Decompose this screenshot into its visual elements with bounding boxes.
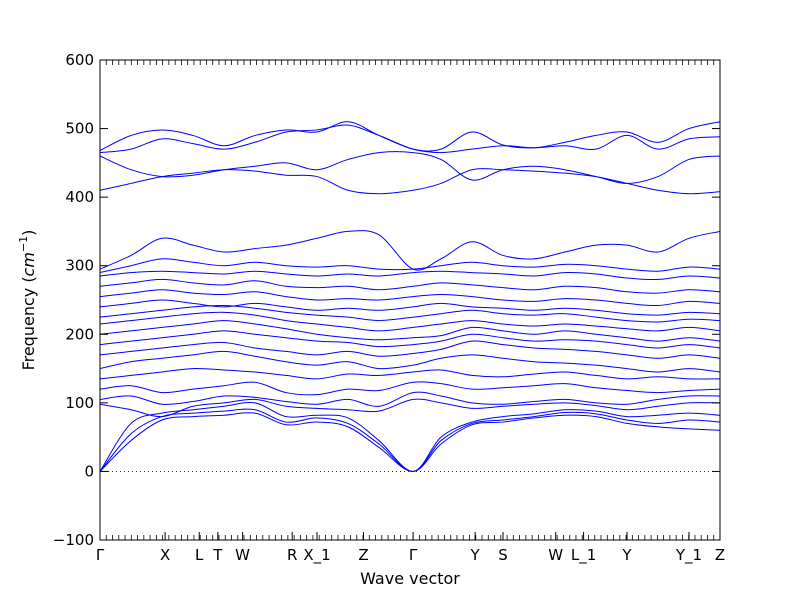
phonon-branch-8 <box>100 350 720 373</box>
phonon-branch-11 <box>100 320 720 342</box>
phonon-branch-16 <box>100 278 720 294</box>
y-axis-label: Frequency (cm−1) <box>17 230 38 371</box>
phonon-branch-10 <box>100 330 720 349</box>
x-tick-label: W <box>235 546 250 564</box>
x-tick-label: Z <box>358 546 368 564</box>
y-tick-label: 600 <box>65 51 94 69</box>
x-tick-label: Γ <box>409 546 418 564</box>
x-tick-label: Z <box>715 546 725 564</box>
phonon-branch-19 <box>100 230 720 271</box>
phonon-branch-5 <box>100 391 720 407</box>
x-tick-label: R <box>287 546 297 564</box>
plot-frame <box>99 59 721 541</box>
y-tick-label: 100 <box>65 394 94 412</box>
phonon-branch-17 <box>100 270 720 281</box>
x-tick-label: W <box>548 546 563 564</box>
x-tick-label: S <box>498 546 508 564</box>
phonon-branch-13 <box>100 304 720 323</box>
y-tick-label: 300 <box>65 257 94 275</box>
phonon-branches <box>100 121 720 472</box>
y-tick-label: −100 <box>53 531 94 549</box>
x-tick-label: L_1 <box>571 546 596 565</box>
phonon-branch-12 <box>100 311 720 332</box>
phonon-branch-7 <box>100 368 720 380</box>
y-tick-label: 500 <box>65 120 94 138</box>
y-tick-label: 200 <box>65 325 94 343</box>
x-tick-label: Y <box>621 546 632 564</box>
x-tick-label: Y_1 <box>675 546 702 565</box>
x-tick-label: T <box>212 546 223 564</box>
phonon-branch-4 <box>100 398 720 418</box>
phonon-branch-6 <box>100 381 720 396</box>
phonon-branch-3 <box>100 401 720 472</box>
x-tick-label: L <box>195 546 204 564</box>
x-tick-label: Y <box>470 546 481 564</box>
x-axis-label: Wave vector <box>360 569 460 588</box>
phonon-branch-20 <box>100 168 720 195</box>
x-tick-label: Γ <box>96 546 105 564</box>
phonon-branch-14 <box>100 299 720 316</box>
phonon-branch-9 <box>100 340 720 359</box>
phonon-branch-23 <box>100 121 720 152</box>
minor-tick-marks <box>99 60 721 540</box>
x-tick-label: X <box>160 546 170 564</box>
phonon-branch-15 <box>100 289 720 307</box>
x-axis: Γ X L T W R X_1 Z Γ Y S W L_1 Y Y_1 Z <box>96 532 725 565</box>
phonon-branch-21 <box>100 151 720 184</box>
y-tick-label: 400 <box>65 188 94 206</box>
x-tick-label: X_1 <box>303 546 330 565</box>
y-tick-label: 0 <box>84 462 94 480</box>
